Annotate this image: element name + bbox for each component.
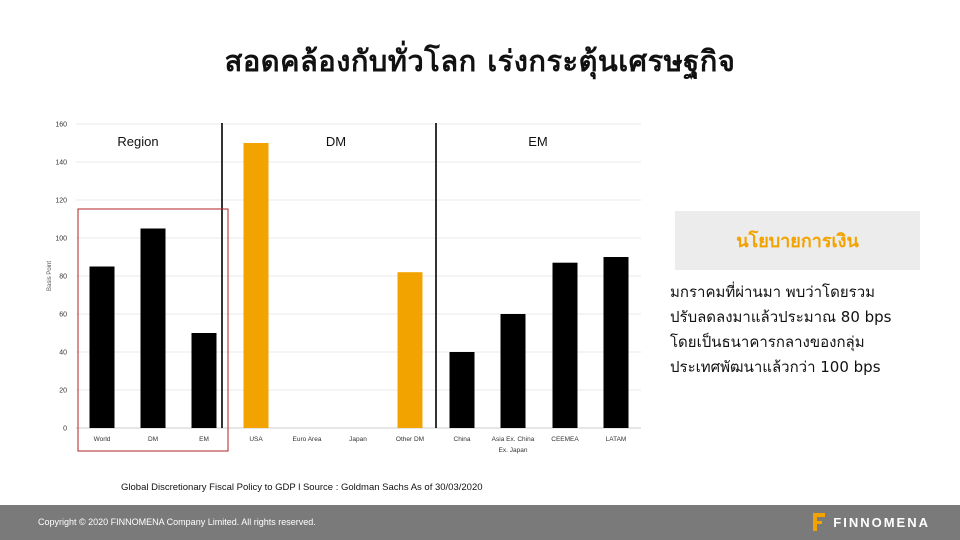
section-label-dm: DM — [326, 134, 346, 149]
brand-logo: FINNOMENA — [813, 513, 930, 531]
x-category-label: USA — [249, 436, 263, 443]
chart-source-caption: Global Discretionary Fiscal Policy to GD… — [121, 482, 483, 493]
y-tick-label: 80 — [59, 274, 67, 281]
x-axis-category-labels: World DM EM USA Euro Area Japan Other DM China A… — [94, 436, 627, 454]
bar-ceemea — [552, 262, 578, 428]
y-tick-label: 160 — [55, 122, 67, 129]
footer-bar: Copyright © 2020 FINNOMENA Company Limit… — [0, 505, 960, 540]
section-label-region: Region — [117, 134, 158, 149]
bar-asia-ex-china — [500, 314, 526, 428]
x-category-label: DM — [148, 436, 158, 443]
y-tick-label: 20 — [59, 388, 67, 395]
x-category-label: Other DM — [396, 436, 424, 443]
policy-line: ปรับลดลงมาแล้วประมาณ 80 bps — [670, 308, 892, 326]
slide-title: สอดคล้องกับทั่วโลก เร่งกระตุ้นเศรษฐกิจ — [224, 44, 736, 78]
y-tick-label: 100 — [55, 236, 67, 243]
policy-description: มกราคมที่ผ่านมา พบว่าโดยรวม ปรับลดลงมาแล… — [670, 280, 942, 380]
y-tick-label: 120 — [55, 198, 67, 205]
finnomena-logo-icon — [813, 513, 826, 531]
policy-heading-box: นโยบายการเงิน — [675, 211, 920, 270]
bar-em — [191, 333, 217, 428]
y-tick-label: 140 — [55, 160, 67, 167]
y-tick-label: 0 — [63, 426, 67, 433]
chart-bars — [89, 143, 629, 428]
y-axis-ticks: 0 20 40 60 80 100 120 140 160 — [55, 122, 67, 433]
copyright-text: Copyright © 2020 FINNOMENA Company Limit… — [38, 517, 316, 527]
x-category-label: World — [94, 436, 111, 443]
policy-heading: นโยบายการเงิน — [736, 231, 859, 252]
y-tick-label: 40 — [59, 350, 67, 357]
region-highlight-box — [77, 208, 229, 452]
x-category-label: Japan — [349, 436, 367, 443]
bar-china — [449, 352, 475, 428]
x-category-label: EM — [199, 436, 209, 443]
policy-line: ประเทศพัฒนาแล้วกว่า 100 bps — [670, 358, 881, 376]
x-category-label: China — [454, 436, 471, 443]
bar-other-dm — [397, 272, 423, 428]
section-label-em: EM — [528, 134, 548, 149]
x-category-label: CEEMEA — [551, 436, 579, 443]
bar-latam — [603, 257, 629, 428]
policy-line: มกราคมที่ผ่านมา พบว่าโดยรวม — [670, 283, 876, 301]
y-tick-label: 60 — [59, 312, 67, 319]
y-axis-label: Basis Point — [47, 261, 53, 291]
bar-usa — [243, 143, 269, 428]
bar-world — [89, 266, 115, 428]
brand-name: FINNOMENA — [833, 514, 930, 530]
x-category-label: Euro Area — [293, 436, 322, 443]
policy-line: โดยเป็นธนาคารกลางของกลุ่ม — [670, 333, 865, 351]
chart-grid — [76, 123, 641, 429]
x-category-label: LATAM — [606, 436, 627, 443]
x-category-label: Asia Ex. China — [492, 436, 535, 443]
x-category-label: Ex. Japan — [499, 447, 528, 454]
bar-dm — [140, 228, 166, 428]
